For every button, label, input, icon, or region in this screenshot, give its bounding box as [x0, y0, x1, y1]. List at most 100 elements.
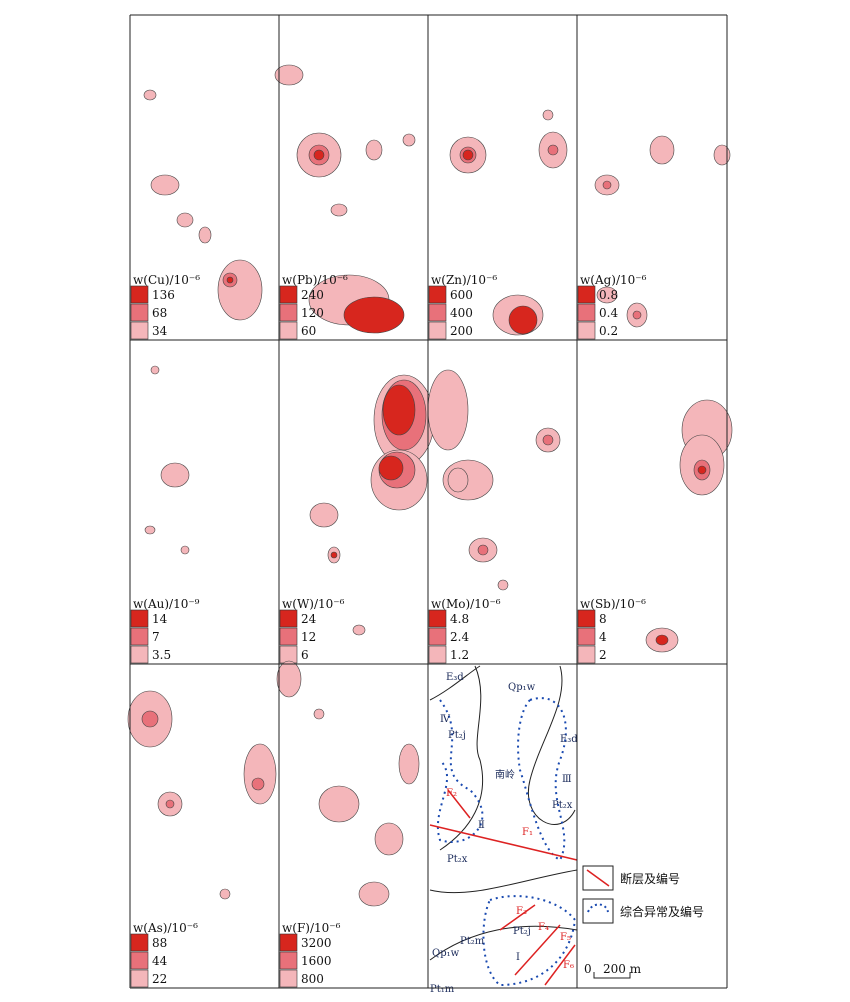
map-label: Qp₁w	[508, 682, 536, 693]
element-label: w(Au)/10⁻⁹	[133, 597, 200, 611]
anomaly-contour	[180, 545, 190, 555]
map-label: F₃	[516, 906, 527, 917]
legend-value: 6	[301, 648, 309, 662]
panel: w(Mo)/10⁻⁶4.8 2.4 1.2	[427, 369, 561, 664]
legend-value: 1600	[301, 954, 332, 968]
legend-swatch	[130, 627, 149, 646]
legend-swatch	[428, 627, 447, 646]
anomaly-contour	[217, 259, 263, 321]
anomaly-contour	[144, 525, 156, 535]
anomaly-contour	[462, 149, 474, 161]
anomaly-contour	[274, 64, 304, 86]
panel: w(W)/10⁻⁶24 12 6	[279, 374, 435, 664]
element-label: w(Zn)/10⁻⁶	[431, 273, 497, 287]
legend-value: 0.4	[599, 306, 618, 320]
legend-value: 68	[152, 306, 167, 320]
anomaly-contour	[649, 135, 675, 165]
fault	[499, 904, 536, 931]
anomaly-contour	[198, 226, 212, 244]
legend-value: 14	[152, 612, 168, 626]
anomaly-contour	[313, 149, 325, 161]
anomaly-contour	[596, 286, 618, 304]
anomaly-contour	[143, 89, 157, 101]
legend-value: 120	[301, 306, 324, 320]
legend-value: 0.8	[599, 288, 618, 302]
scale-zero: 0	[584, 962, 592, 976]
legend-value: 12	[301, 630, 316, 644]
legend-value: 200	[450, 324, 473, 338]
anomaly-symbol	[587, 903, 609, 913]
legend-swatch	[279, 969, 298, 988]
anomaly-contour	[402, 133, 416, 147]
boundary	[429, 665, 484, 851]
map-label: Qp₁w	[432, 948, 460, 959]
map-label: Ⅱ	[478, 820, 485, 831]
legend-swatch	[279, 321, 298, 340]
legend-swatch	[428, 609, 447, 628]
legend-swatch	[279, 627, 298, 646]
fault	[514, 924, 561, 976]
map-label: E₃d	[560, 734, 578, 745]
anomaly-contour	[382, 384, 416, 436]
element-label: w(Sb)/10⁻⁶	[580, 597, 646, 611]
anomaly-contour	[330, 551, 338, 559]
boundary	[429, 869, 578, 961]
legend-value: 0.2	[599, 324, 618, 338]
legend-value: 24	[301, 612, 317, 626]
scale-bar	[593, 972, 631, 979]
anomaly-contour	[141, 710, 159, 728]
anomaly-contour	[508, 305, 538, 335]
legend-value: 2	[599, 648, 607, 662]
map-label: Ⅲ	[562, 774, 572, 785]
map-label: Pt₂j	[448, 730, 466, 741]
legend-value: 3.5	[152, 648, 171, 662]
panel: w(Au)/10⁻⁹14 7 3.5	[130, 365, 200, 664]
legend-swatch	[428, 285, 447, 304]
legend-value: 34	[152, 324, 168, 338]
anomaly-contour	[309, 502, 339, 528]
legend-swatch	[279, 285, 298, 304]
element-label: w(Cu)/10⁻⁶	[133, 273, 200, 287]
legend-value: 600	[450, 288, 473, 302]
anomaly-contour	[343, 296, 405, 334]
panel: w(Ag)/10⁻⁶0.8 0.4 0.2	[577, 135, 731, 340]
anomaly-contour	[602, 180, 612, 190]
element-label: w(F)/10⁻⁶	[282, 921, 341, 935]
map-label: F₄	[538, 922, 549, 933]
map-label: Pt₂x	[552, 800, 573, 811]
anomaly-contour	[226, 276, 234, 284]
panel: w(Sb)/10⁻⁶8 4 2	[577, 399, 733, 664]
map-label: Ⅰ	[516, 952, 520, 963]
legend-value: 400	[450, 306, 473, 320]
fault	[544, 944, 576, 986]
legend-box	[582, 865, 614, 891]
map-label: F₅	[560, 932, 571, 943]
map-label: F₂	[446, 788, 457, 799]
legend-swatch	[279, 303, 298, 322]
anomaly-contour	[313, 708, 325, 720]
anomaly-contour	[713, 144, 731, 166]
legend-swatch	[130, 933, 149, 952]
element-label: w(Mo)/10⁻⁶	[431, 597, 501, 611]
legend-swatch	[130, 951, 149, 970]
anomaly-contour	[447, 467, 469, 493]
anomaly-contour	[251, 777, 265, 791]
anomaly-contour	[276, 660, 302, 698]
map-label: F₆	[563, 960, 574, 971]
anomaly-contour	[477, 544, 489, 556]
legend-swatch	[279, 609, 298, 628]
anomaly-contour	[165, 799, 175, 809]
map-label: Pt₂x	[447, 854, 468, 865]
legend-swatch	[428, 645, 447, 664]
legend-swatch	[428, 321, 447, 340]
legend-swatch	[130, 321, 149, 340]
anomaly-boundary	[436, 699, 484, 843]
map-label: Ⅳ	[440, 714, 451, 725]
anomaly-contour	[358, 881, 390, 907]
anomaly-contour	[330, 203, 348, 217]
anomaly-contour	[398, 743, 420, 785]
